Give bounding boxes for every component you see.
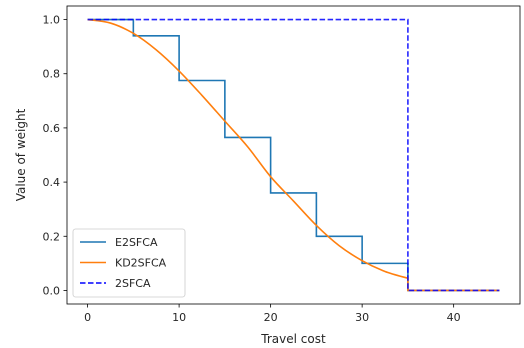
x-tick-label: 10 [172,311,186,324]
y-tick-label: 0.2 [43,230,61,243]
x-tick-label: 20 [264,311,278,324]
series-line-e2sfca [87,18,500,292]
series-line-kd2sfca [87,18,500,292]
legend-label: KD2SFCA [115,257,167,270]
x-axis-label: Travel cost [260,332,326,346]
legend-label: 2SFCA [115,277,151,290]
y-ticks: 0.0 0.2 0.4 0.6 0.8 1.0 [43,14,67,297]
series-line-2sfca [87,18,500,292]
plot-frame [66,5,521,305]
series-layer [87,18,500,292]
y-tick-label: 0.4 [43,176,61,189]
y-tick-label: 0.6 [43,122,61,135]
legend-box [72,228,186,298]
y-axis-label: Value of weight [14,108,28,201]
legend-label: E2SFCA [115,236,158,249]
legend: E2SFCA KD2SFCA 2SFCA [72,228,186,298]
x-tick-label: 30 [355,311,369,324]
y-tick-label: 0.0 [43,284,61,297]
x-ticks: 0 10 20 30 40 [84,304,461,324]
x-tick-label: 40 [447,311,461,324]
y-tick-label: 1.0 [43,14,61,27]
x-tick-label: 0 [84,311,91,324]
y-tick-label: 0.8 [43,68,61,81]
